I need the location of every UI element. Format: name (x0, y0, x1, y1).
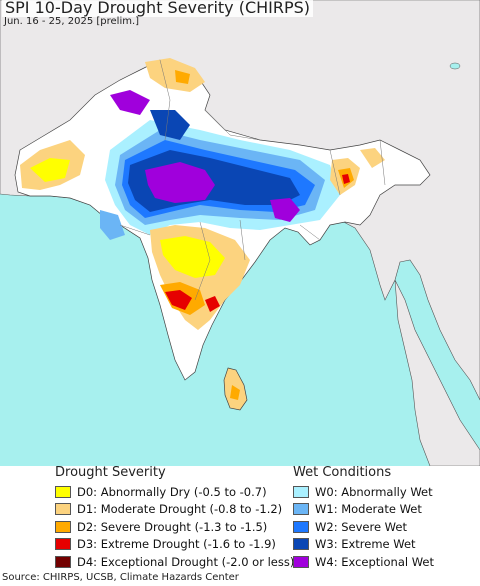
legend-item-w0: W0: Abnormally Wet (293, 483, 434, 501)
legend-item-d3: D3: Extreme Drought (-1.6 to -1.9) (55, 536, 294, 554)
legend-item-w1: W1: Moderate Wet (293, 501, 434, 519)
swatch-d3 (55, 538, 71, 551)
legend-item-d2: D2: Severe Drought (-1.3 to -1.5) (55, 518, 294, 536)
map-subtitle: Jun. 16 - 25, 2025 [prelim.] (4, 16, 140, 27)
swatch-d0 (55, 485, 71, 498)
swatch-w2 (293, 520, 309, 533)
legend-item-w2: W2: Severe Wet (293, 518, 434, 536)
swatch-w4 (293, 555, 309, 568)
map-title: SPI 10-Day Drought Severity (CHIRPS) (2, 0, 314, 17)
source-credit: Source: CHIRPS, UCSB, Climate Hazards Ce… (2, 572, 239, 583)
legend-item-w4: W4: Exceptional Wet (293, 553, 434, 571)
legend-item-d1: D1: Moderate Drought (-0.8 to -1.2) (55, 501, 294, 519)
drought-legend: Drought Severity D0: Abnormally Dry (-0.… (55, 465, 294, 571)
legend-item-d4: D4: Exceptional Drought (-2.0 or less) (55, 553, 294, 571)
legend: Drought Severity D0: Abnormally Dry (-0.… (0, 465, 480, 571)
swatch-d1 (55, 503, 71, 516)
legend-item-d0: D0: Abnormally Dry (-0.5 to -0.7) (55, 483, 294, 501)
exceptional-wet-central (145, 162, 215, 203)
drought-map (0, 0, 480, 466)
swatch-w0 (293, 485, 309, 498)
drought-legend-heading: Drought Severity (55, 465, 166, 480)
swatch-w3 (293, 538, 309, 551)
swatch-w1 (293, 503, 309, 516)
extreme-drought-south (165, 290, 192, 310)
wet-legend-heading: Wet Conditions (293, 465, 392, 480)
legend-item-w3: W3: Extreme Wet (293, 536, 434, 554)
wet-legend: Wet Conditions W0: Abnormally Wet W1: Mo… (293, 465, 434, 571)
swatch-d2 (55, 520, 71, 533)
swatch-d4 (55, 555, 71, 568)
